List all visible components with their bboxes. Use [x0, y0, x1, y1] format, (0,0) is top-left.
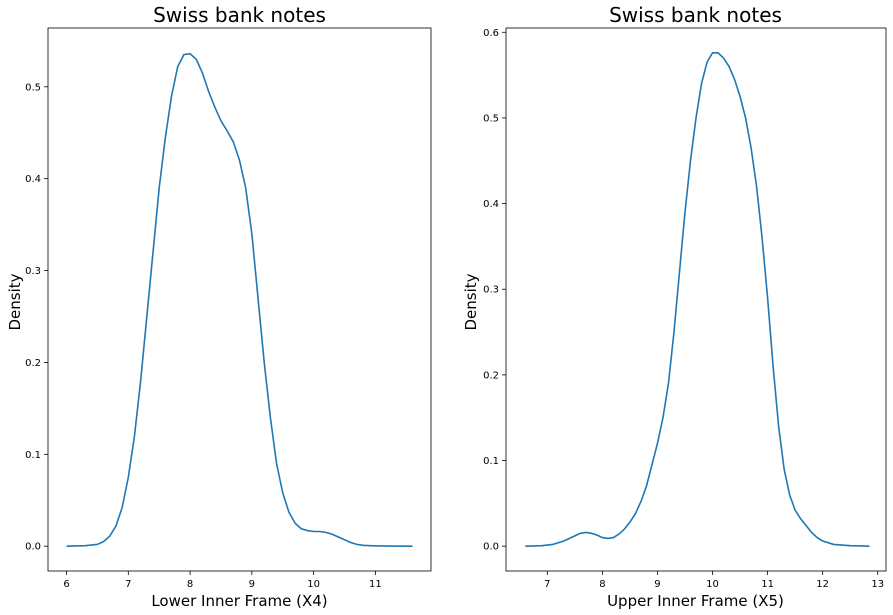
right-y-tick-label: 0.3 — [483, 285, 499, 296]
left-chart-xlabel: Lower Inner Frame (X4) — [151, 592, 327, 610]
right-x-tick-label: 10 — [706, 579, 719, 590]
left-density-line — [66, 52, 413, 547]
right-chart-frame — [505, 27, 887, 572]
right-y-tick-label: 0.1 — [483, 456, 499, 467]
right-chart-ticks: 7 8 9 10 11 12 13 0.0 0.1 0.2 0.3 0.4 0.5 0.6 — [483, 28, 884, 590]
right-chart-xlabel: Upper Inner Frame (X5) — [607, 592, 784, 610]
left-x-tick-label: 10 — [307, 579, 320, 590]
right-y-tick-label: 0.4 — [483, 199, 499, 210]
right-density-chart: Swiss bank notes Upper Inner Frame (X5) … — [462, 3, 887, 610]
left-y-tick-label: 0.0 — [25, 542, 41, 553]
left-y-tick-label: 0.1 — [25, 450, 41, 461]
left-chart-ticks: 6 7 8 9 10 11 0.0 0.1 0.2 0.3 0.4 0.5 — [25, 82, 382, 590]
right-x-tick-label: 13 — [871, 579, 884, 590]
right-y-tick-label: 0.0 — [483, 542, 499, 553]
right-y-tick-label: 0.6 — [483, 28, 499, 39]
left-chart-title: Swiss bank notes — [153, 3, 326, 27]
left-chart-frame — [47, 27, 432, 572]
right-x-tick-label: 9 — [654, 579, 660, 590]
right-chart-ylabel: Density — [462, 273, 480, 330]
right-x-tick-label: 11 — [761, 579, 774, 590]
left-y-tick-label: 0.2 — [25, 358, 41, 369]
right-x-tick-label: 7 — [544, 579, 550, 590]
left-y-tick-label: 0.3 — [25, 266, 41, 277]
right-y-tick-label: 0.2 — [483, 370, 499, 381]
left-y-tick-label: 0.5 — [25, 82, 41, 93]
right-x-tick-label: 12 — [816, 579, 829, 590]
left-chart-ylabel: Density — [6, 273, 24, 330]
left-x-tick-label: 11 — [369, 579, 382, 590]
left-x-tick-label: 7 — [125, 579, 131, 590]
left-density-chart: Swiss bank notes Lower Inner Frame (X4) … — [6, 3, 432, 610]
left-x-tick-label: 6 — [63, 579, 69, 590]
right-chart-title: Swiss bank notes — [609, 3, 782, 27]
left-x-tick-label: 9 — [249, 579, 255, 590]
right-density-line — [525, 52, 870, 547]
left-y-tick-label: 0.4 — [25, 174, 41, 185]
right-x-tick-label: 8 — [599, 579, 605, 590]
left-x-tick-label: 8 — [187, 579, 193, 590]
right-y-tick-label: 0.5 — [483, 113, 499, 124]
